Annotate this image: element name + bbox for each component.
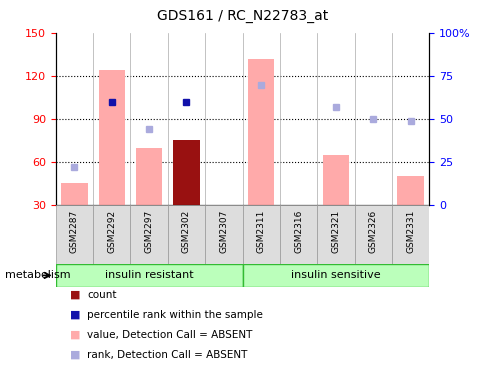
Text: value, Detection Call = ABSENT: value, Detection Call = ABSENT bbox=[87, 330, 252, 340]
FancyBboxPatch shape bbox=[167, 205, 205, 264]
Text: metabolism: metabolism bbox=[5, 270, 70, 280]
FancyBboxPatch shape bbox=[242, 205, 279, 264]
Text: GSM2302: GSM2302 bbox=[182, 210, 191, 253]
Bar bbox=[248, 59, 273, 205]
FancyBboxPatch shape bbox=[93, 205, 130, 264]
Text: insulin sensitive: insulin sensitive bbox=[290, 270, 380, 280]
Bar bbox=[322, 155, 348, 205]
Text: insulin resistant: insulin resistant bbox=[105, 270, 193, 280]
Text: ■: ■ bbox=[70, 310, 81, 320]
FancyBboxPatch shape bbox=[56, 264, 242, 287]
Text: ■: ■ bbox=[70, 330, 81, 340]
FancyBboxPatch shape bbox=[354, 205, 391, 264]
Text: percentile rank within the sample: percentile rank within the sample bbox=[87, 310, 263, 320]
FancyBboxPatch shape bbox=[242, 264, 428, 287]
Text: GSM2311: GSM2311 bbox=[256, 210, 265, 253]
Bar bbox=[136, 147, 162, 205]
Bar bbox=[397, 176, 423, 205]
Text: count: count bbox=[87, 290, 117, 300]
FancyBboxPatch shape bbox=[391, 205, 428, 264]
Text: GSM2316: GSM2316 bbox=[293, 210, 302, 253]
FancyBboxPatch shape bbox=[317, 205, 354, 264]
Text: ■: ■ bbox=[70, 350, 81, 360]
Text: GSM2326: GSM2326 bbox=[368, 210, 377, 253]
Text: GSM2292: GSM2292 bbox=[107, 210, 116, 253]
Text: GSM2297: GSM2297 bbox=[144, 210, 153, 253]
Text: GSM2321: GSM2321 bbox=[331, 210, 340, 253]
Bar bbox=[99, 70, 124, 205]
Text: rank, Detection Call = ABSENT: rank, Detection Call = ABSENT bbox=[87, 350, 247, 360]
Text: GSM2307: GSM2307 bbox=[219, 210, 228, 253]
Bar bbox=[61, 183, 87, 205]
FancyBboxPatch shape bbox=[56, 205, 93, 264]
Text: ■: ■ bbox=[70, 290, 81, 300]
Text: GSM2287: GSM2287 bbox=[70, 210, 79, 253]
FancyBboxPatch shape bbox=[205, 205, 242, 264]
FancyBboxPatch shape bbox=[130, 205, 167, 264]
FancyBboxPatch shape bbox=[279, 205, 317, 264]
Bar bbox=[173, 141, 199, 205]
Text: GSM2331: GSM2331 bbox=[405, 210, 414, 253]
Text: GDS161 / RC_N22783_at: GDS161 / RC_N22783_at bbox=[156, 9, 328, 23]
